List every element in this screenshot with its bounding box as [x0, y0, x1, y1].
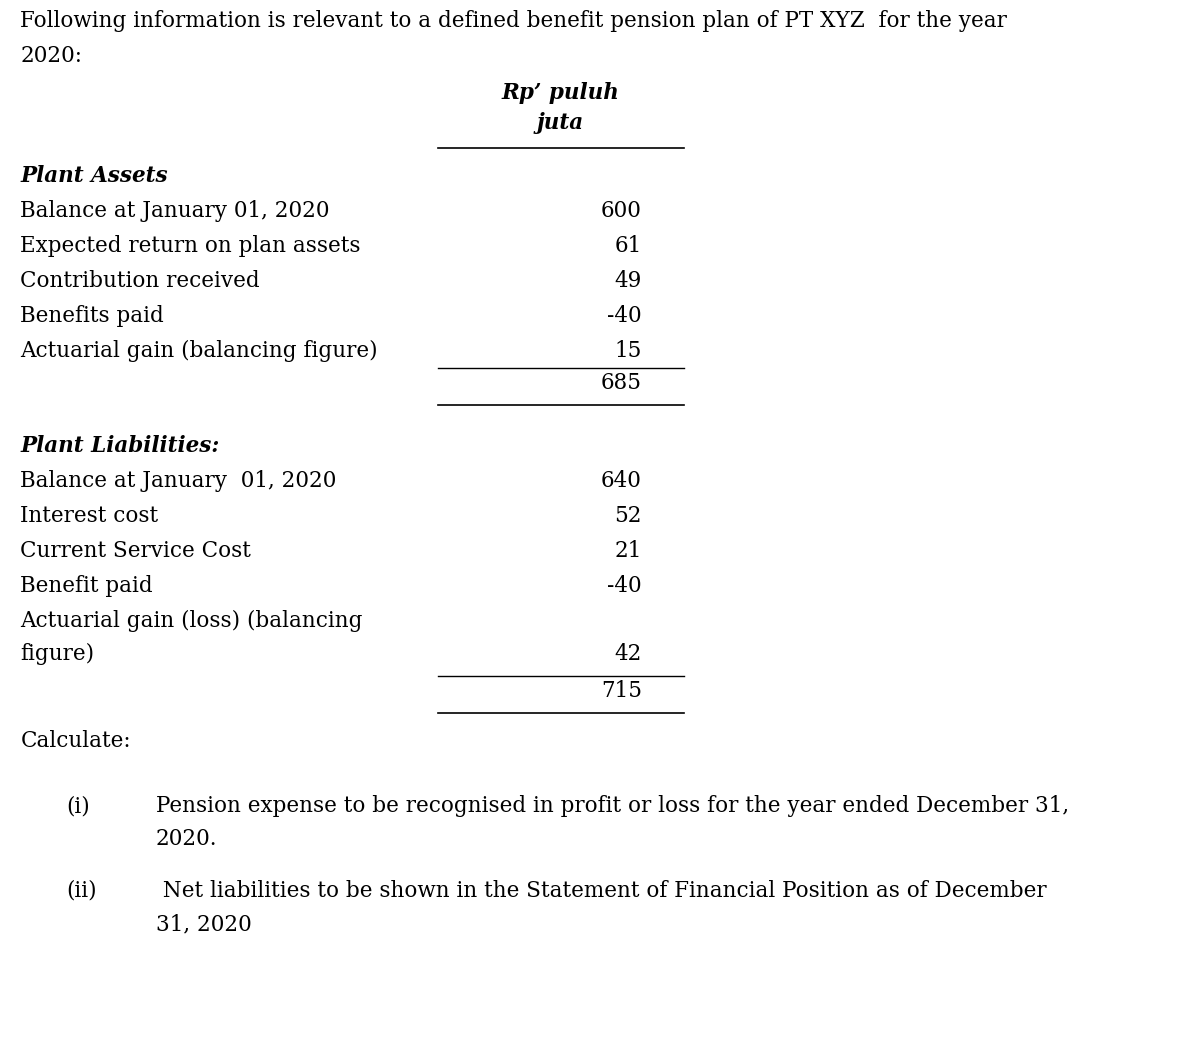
Text: Plant Liabilities:: Plant Liabilities:: [20, 435, 220, 457]
Text: Interest cost: Interest cost: [20, 505, 158, 527]
Text: 31, 2020: 31, 2020: [156, 913, 252, 935]
Text: Pension expense to be recognised in profit or loss for the year ended December 3: Pension expense to be recognised in prof…: [156, 795, 1069, 817]
Text: 42: 42: [614, 643, 642, 665]
Text: 600: 600: [601, 200, 642, 222]
Text: (i): (i): [66, 795, 90, 817]
Text: 15: 15: [614, 340, 642, 362]
Text: Actuarial gain (loss) (balancing: Actuarial gain (loss) (balancing: [20, 610, 362, 632]
Text: 2020.: 2020.: [156, 828, 217, 850]
Text: Rp’ puluh: Rp’ puluh: [502, 82, 619, 104]
Text: 715: 715: [601, 680, 642, 702]
Text: Benefit paid: Benefit paid: [20, 575, 154, 597]
Text: Current Service Cost: Current Service Cost: [20, 540, 251, 562]
Text: 640: 640: [601, 470, 642, 492]
Text: -40: -40: [607, 305, 642, 327]
Text: Benefits paid: Benefits paid: [20, 305, 164, 327]
Text: 685: 685: [601, 372, 642, 394]
Text: figure): figure): [20, 643, 95, 665]
Text: 2020:: 2020:: [20, 45, 83, 67]
Text: Net liabilities to be shown in the Statement of Financial Position as of Decembe: Net liabilities to be shown in the State…: [156, 880, 1046, 902]
Text: Balance at January 01, 2020: Balance at January 01, 2020: [20, 200, 330, 222]
Text: Plant Assets: Plant Assets: [20, 165, 168, 187]
Text: juta: juta: [536, 111, 584, 134]
Text: 21: 21: [614, 540, 642, 562]
Text: Actuarial gain (balancing figure): Actuarial gain (balancing figure): [20, 340, 378, 362]
Text: Contribution received: Contribution received: [20, 270, 260, 292]
Text: 61: 61: [614, 235, 642, 257]
Text: Calculate:: Calculate:: [20, 730, 131, 752]
Text: Balance at January  01, 2020: Balance at January 01, 2020: [20, 470, 337, 492]
Text: -40: -40: [607, 575, 642, 597]
Text: (ii): (ii): [66, 880, 97, 902]
Text: 49: 49: [614, 270, 642, 292]
Text: Following information is relevant to a defined benefit pension plan of PT XYZ  f: Following information is relevant to a d…: [20, 10, 1007, 32]
Text: 52: 52: [614, 505, 642, 527]
Text: Expected return on plan assets: Expected return on plan assets: [20, 235, 361, 257]
